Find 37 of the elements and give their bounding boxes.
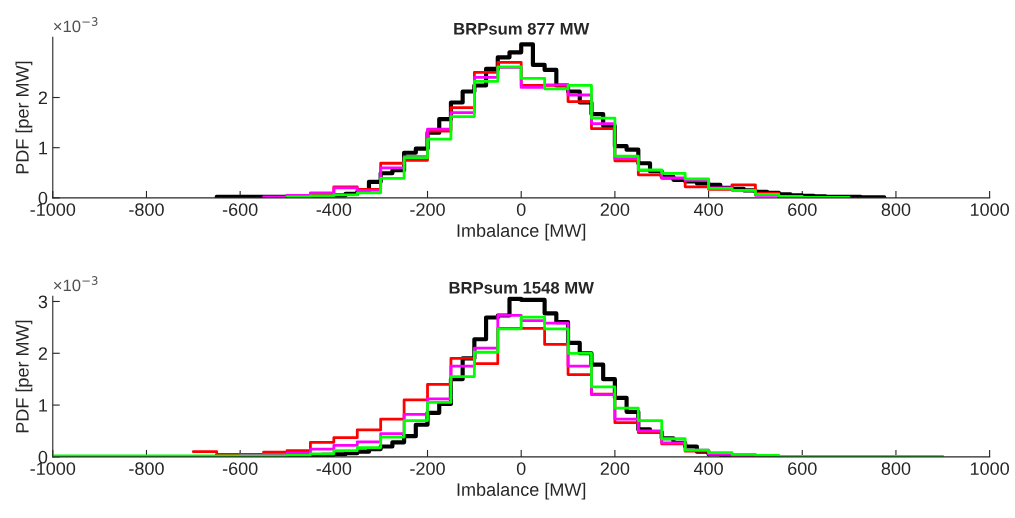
x-axis-title: Imbalance [MW] [457,482,586,500]
y-tick-label: 2 [38,91,48,105]
x-tick-label: -400 [316,203,352,216]
x-tick-label: -600 [222,462,258,475]
text: ×10$^{−3}$ [53,17,98,33]
x-tick-label: 1000 [970,462,1009,475]
x-tick-label: -200 [410,203,445,216]
x-tick-label: -1000 [30,203,76,216]
x-tick-label: 200 [600,462,630,475]
x-tick-label: -1000 [30,462,76,475]
x-tick-label: -200 [410,462,445,475]
x-tick-label: 1000 [970,203,1009,216]
x-tick-label: 600 [788,203,817,216]
x-tick-label: -600 [222,203,258,216]
x-tick-label: 0 [516,462,526,475]
text: ×10$^{−3}$ [53,276,98,292]
y-tick-label: 1 [39,141,48,155]
x-tick-label: 600 [788,462,817,475]
chart-title: BRPsum 1548 MW [449,281,594,294]
y-tick-label: 0 [38,191,48,205]
y-tick-label: 2 [38,347,48,360]
x-axis-title: Imbalance [MW] [457,223,586,241]
x-tick-label: 400 [693,203,723,216]
x-tick-label: -400 [316,462,352,475]
y-axis-title: PDF [per MW] [15,320,33,433]
x-tick-label: -800 [129,203,164,216]
x-tick-label: 200 [600,203,630,216]
y-axis-title: PDF [per MW] [15,61,33,174]
x-tick-label: 800 [881,203,911,216]
chart-title: BRPsum 877 MW [454,22,590,35]
y-tick-label: 0 [38,450,48,464]
x-tick-label: 800 [881,462,911,475]
x-tick-label: -800 [129,462,164,475]
y-tick-label: 3 [38,295,48,309]
x-tick-label: 0 [516,203,526,216]
x-tick-label: 400 [693,462,723,475]
y-tick-label: 1 [39,399,48,412]
